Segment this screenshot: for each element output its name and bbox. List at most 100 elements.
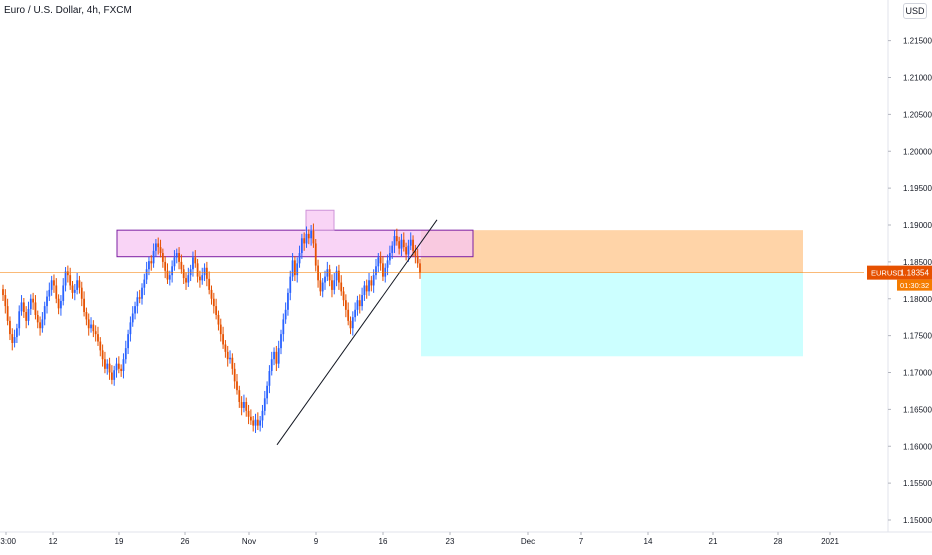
candle-body (365, 285, 368, 292)
candle-body (16, 328, 18, 338)
candle-body (106, 363, 109, 369)
candle-body (333, 280, 336, 290)
candle (386, 254, 389, 276)
candle (305, 226, 308, 248)
time-tick-label: 14 (644, 537, 653, 546)
candle (310, 225, 313, 246)
candle-body (254, 419, 257, 426)
time-tick-label: 2021 (821, 537, 839, 546)
candle-body (141, 287, 143, 299)
candle (344, 294, 347, 318)
candle (6, 298, 9, 326)
candle (363, 281, 366, 301)
candle-body (199, 276, 201, 281)
candle-body (296, 263, 299, 276)
candle-body (99, 341, 102, 351)
candle-body (85, 312, 88, 320)
candle (148, 256, 150, 276)
candle (64, 267, 67, 292)
candle-body (117, 363, 120, 369)
candle (226, 345, 229, 367)
candle-body (393, 236, 396, 246)
candle (138, 289, 141, 304)
candle (240, 396, 243, 416)
candle (187, 267, 190, 287)
candle (85, 307, 88, 326)
candle (120, 364, 123, 377)
candle (391, 241, 394, 259)
candle (2, 284, 4, 301)
candle (314, 239, 317, 272)
candle (122, 353, 125, 379)
candle (270, 351, 273, 376)
candle (108, 357, 111, 380)
candle-body (131, 313, 134, 323)
candle-body (178, 253, 180, 262)
candle-body (120, 368, 123, 372)
candle-body (73, 289, 76, 293)
symbol-title: Euro / U.S. Dollar, 4h, FXCM (4, 5, 132, 16)
currency-button[interactable]: USD (903, 3, 927, 19)
candle-body (347, 309, 350, 321)
candle-body (48, 289, 51, 297)
candle (71, 281, 74, 299)
candle-body (143, 279, 146, 288)
candle (117, 356, 120, 374)
candle-body (409, 239, 412, 246)
candle (356, 295, 359, 316)
candle-body (185, 278, 187, 283)
candle-body (113, 370, 116, 380)
candle (231, 353, 234, 375)
candle (215, 298, 218, 320)
candle-body (321, 282, 324, 292)
candle-body (402, 239, 405, 248)
candle (266, 381, 268, 405)
candle (97, 326, 99, 346)
candle-body (280, 334, 282, 349)
candle-body (407, 245, 410, 255)
candle-body (344, 300, 347, 310)
candle (69, 267, 72, 290)
candle-body (261, 410, 264, 421)
candle (393, 230, 396, 254)
candle-body (319, 280, 322, 292)
candle-body (263, 398, 266, 411)
stop-zone[interactable] (421, 272, 803, 357)
candle (27, 301, 30, 326)
candle-body (229, 357, 231, 360)
candle (233, 362, 236, 389)
candle-body (270, 359, 273, 372)
candle-body (90, 324, 92, 329)
target-zone[interactable] (421, 230, 803, 273)
spike-box[interactable] (305, 209, 335, 231)
candle (66, 265, 69, 283)
candle (331, 274, 333, 298)
candle (416, 248, 419, 268)
candle-body (300, 238, 303, 254)
candle-body (245, 402, 248, 411)
candle-body (291, 260, 294, 277)
candle (4, 289, 7, 314)
price-tick-label: 1.20000 (903, 147, 932, 156)
candle (321, 278, 324, 298)
candle (18, 305, 21, 336)
candle (178, 247, 180, 270)
candle (280, 329, 282, 355)
candle-body (266, 385, 268, 399)
candle (419, 258, 421, 279)
price-tick-label: 1.15000 (903, 516, 932, 525)
candle (409, 232, 412, 251)
candle (282, 313, 285, 342)
candle (249, 409, 252, 425)
price-badge-price: 1.18354 (900, 269, 929, 278)
time-tick-label: 28 (774, 537, 783, 546)
candle-body (340, 282, 343, 292)
candle-body (136, 297, 139, 307)
candle (32, 292, 35, 310)
candle (368, 272, 370, 296)
candle-body (92, 324, 95, 332)
candle-body (226, 351, 229, 360)
trendline[interactable] (276, 219, 438, 446)
